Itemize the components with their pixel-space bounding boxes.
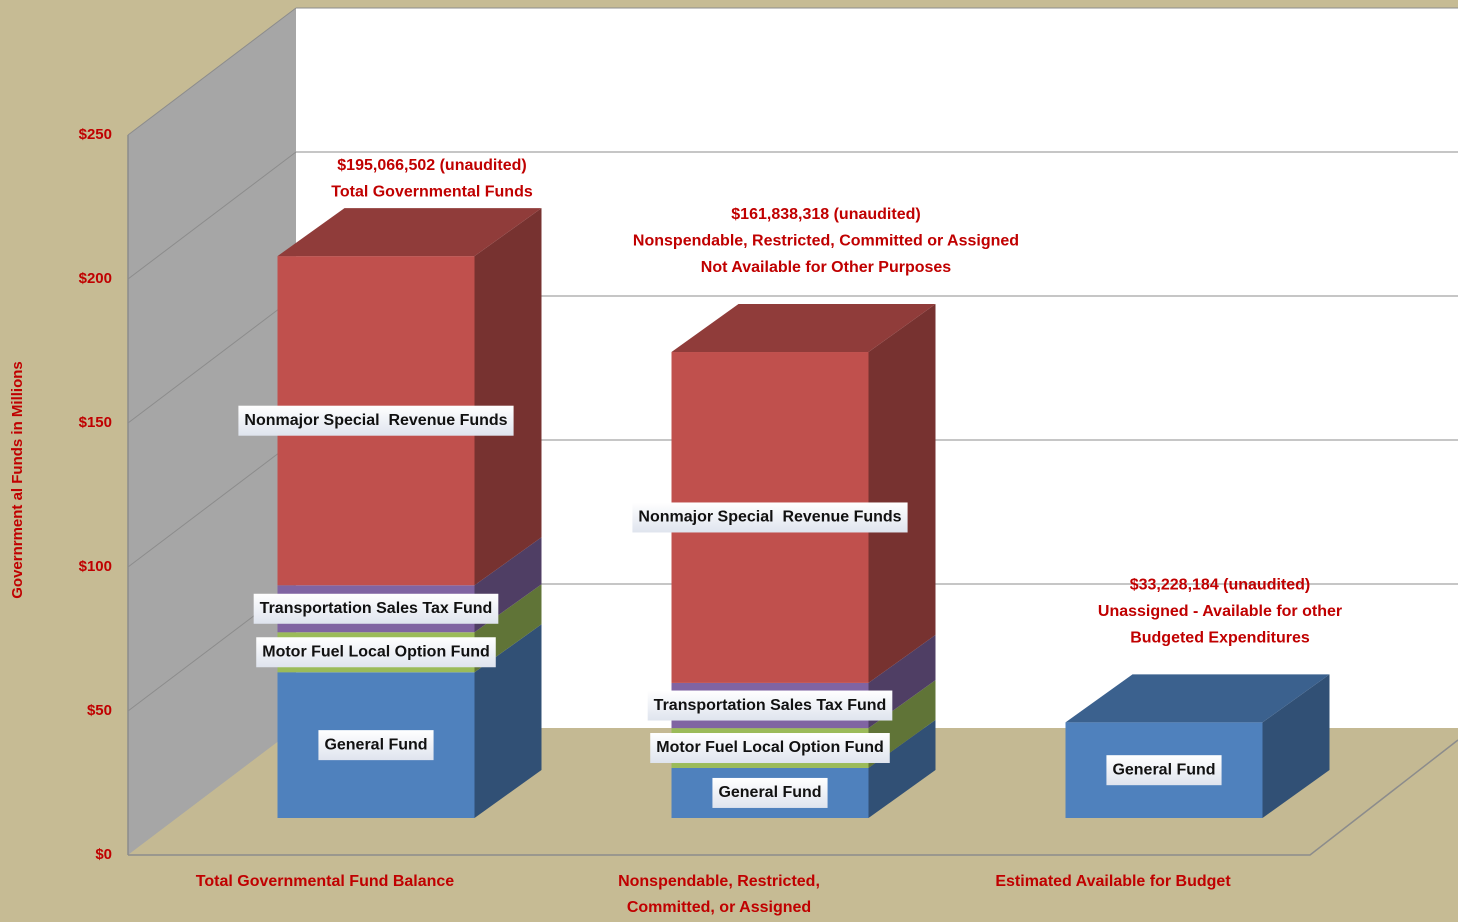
- segment-label-group: Transportation Sales Tax Fund: [647, 690, 893, 721]
- segment-label-box: [647, 690, 893, 721]
- segment-label: General Fund: [718, 784, 821, 801]
- x-tick-label: Estimated Available for Budget: [995, 873, 1231, 890]
- segment-label: Nonmajor Special Revenue Funds: [244, 412, 507, 429]
- annotation: Budgeted Expenditures: [1130, 630, 1310, 647]
- segment-label-box: [1106, 755, 1222, 786]
- segment-label-box: [632, 502, 908, 533]
- annotation: $161,838,318 (unaudited): [731, 206, 920, 223]
- bar-top: [277, 208, 542, 257]
- x-tick-label-box: Estimated Available for Budget: [995, 873, 1231, 890]
- segment-label: Motor Fuel Local Option Fund: [262, 643, 490, 660]
- y-tick-label: $150: [79, 414, 112, 431]
- segment-label: Motor Fuel Local Option Fund: [656, 739, 884, 756]
- segment-label-group: General Fund: [318, 730, 434, 761]
- segment-label-group: General Fund: [1106, 755, 1222, 786]
- segment-label-box: [712, 777, 828, 808]
- bar-side: [474, 208, 542, 586]
- bar-side: [474, 624, 542, 818]
- segment-label-group: Motor Fuel Local Option Fund: [256, 637, 496, 668]
- side-wall: [128, 8, 296, 855]
- segment-label-group: Nonmajor Special Revenue Funds: [238, 405, 514, 436]
- segment-label: Nonmajor Special Revenue Funds: [638, 509, 901, 526]
- annotation: $195,066,502 (unaudited): [337, 157, 526, 174]
- y-tick-label: $50: [87, 702, 112, 719]
- bar-side: [1262, 674, 1330, 818]
- bar-top: [671, 304, 936, 353]
- segment-label-box: [256, 637, 496, 668]
- segment-label: Transportation Sales Tax Fund: [654, 697, 887, 714]
- segment-label-group: Nonmajor Special Revenue Funds: [632, 502, 908, 533]
- y-tick-label: $0: [95, 846, 112, 863]
- segment-label-box: [318, 730, 434, 761]
- y-axis-label: Governrment al Funds in Millions: [9, 361, 26, 599]
- grid-line: [127, 439, 297, 568]
- x-tick-label-box: Nonspendable, Restricted, Committed, or …: [618, 873, 820, 916]
- grid-line: [127, 151, 297, 280]
- segment-label: Transportation Sales Tax Fund: [260, 600, 493, 617]
- annotation: Not Available for Other Purposes: [701, 259, 952, 276]
- floor-edge: [128, 739, 1458, 856]
- annotation: Nonspendable, Restricted, Committed or A…: [633, 233, 1019, 250]
- x-tick-label: Total Governmental Fund Balance: [195, 873, 455, 890]
- y-tick-label: $100: [79, 558, 112, 575]
- annotation: $33,228,184 (unaudited): [1130, 577, 1311, 594]
- annotation: Unassigned - Available for other: [1098, 603, 1342, 620]
- y-tick-label: $200: [79, 270, 112, 287]
- segment-label-box: [650, 733, 890, 764]
- x-tick-label-box: Total Governmental Fund Balance: [195, 873, 455, 890]
- segment-label-group: General Fund: [712, 777, 828, 808]
- segment-label-box: [253, 593, 499, 624]
- segment-label-box: [238, 405, 514, 436]
- segment-label: General Fund: [1112, 761, 1215, 778]
- bar-top: [1065, 674, 1330, 723]
- grid-line: [127, 7, 297, 136]
- x-tick-label: Nonspendable, Restricted, Committed, or …: [618, 873, 820, 916]
- annotation: Total Governmental Funds: [331, 183, 533, 200]
- segment-label-group: Transportation Sales Tax Fund: [253, 593, 499, 624]
- y-tick-label: $250: [79, 126, 112, 143]
- segment-label-group: Motor Fuel Local Option Fund: [650, 733, 890, 764]
- segment-label: General Fund: [324, 736, 427, 753]
- grid-line: [127, 295, 297, 424]
- bar-side: [868, 304, 936, 683]
- bar-side: [868, 719, 936, 818]
